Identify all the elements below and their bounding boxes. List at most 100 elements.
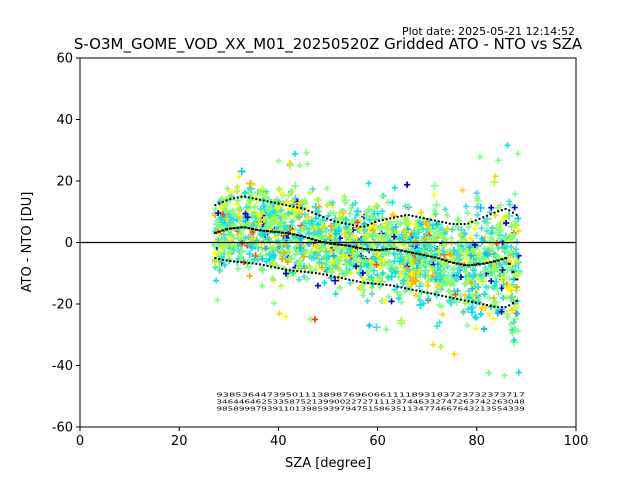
scatter-point xyxy=(385,293,392,300)
scatter-point xyxy=(451,272,460,281)
scatter-point xyxy=(223,202,230,209)
scatter-point xyxy=(506,265,513,272)
scatter-point xyxy=(307,189,314,196)
median-line-point xyxy=(314,239,318,242)
scatter-point xyxy=(283,270,290,277)
scatter-point xyxy=(213,277,220,284)
scatter-point xyxy=(506,201,513,208)
median-line-point xyxy=(459,263,463,266)
scatter-point xyxy=(398,231,405,238)
scatter-point xyxy=(301,197,308,204)
upper-band-line-point xyxy=(515,213,518,216)
median-line-point xyxy=(422,254,426,257)
lower-band-line-point xyxy=(378,283,381,286)
scatter-point xyxy=(228,242,235,249)
scatter-point xyxy=(408,271,415,278)
median-line-point xyxy=(251,227,255,230)
upper-band-line-point xyxy=(214,203,217,206)
scatter-point xyxy=(312,243,319,250)
lower-band-line-point xyxy=(218,257,221,260)
y-tick-label: -40 xyxy=(52,359,73,374)
lower-band-line-point xyxy=(381,283,384,286)
median-line-point xyxy=(500,258,504,261)
scatter-point xyxy=(301,263,308,270)
scatter-point xyxy=(318,242,327,251)
scatter-point xyxy=(258,210,265,217)
scatter-point xyxy=(375,234,382,241)
scatter-point xyxy=(509,234,516,241)
scatter-point xyxy=(228,232,235,239)
lower-band-line-point xyxy=(326,274,329,277)
scatter-point xyxy=(323,255,330,262)
median-line-point xyxy=(388,247,392,250)
scatter-point xyxy=(430,265,437,272)
scatter-point xyxy=(242,218,249,225)
lower-band-line-point xyxy=(244,261,247,264)
scatter-point xyxy=(221,262,228,269)
median-line-point xyxy=(310,238,314,241)
upper-band-line-point xyxy=(359,225,362,228)
scatter-point xyxy=(371,210,378,217)
upper-band-line-point xyxy=(311,211,314,214)
scatter-point xyxy=(349,217,356,224)
scatter-point xyxy=(335,256,344,265)
scatter-point xyxy=(398,299,405,306)
scatter-point xyxy=(500,294,507,301)
median-line-point xyxy=(437,257,441,260)
scatter-point xyxy=(482,250,489,257)
scatter-point xyxy=(220,231,227,238)
scatter-point xyxy=(405,252,412,259)
scatter-point xyxy=(245,250,254,259)
scatter-point xyxy=(227,248,234,255)
lower-band-line-point xyxy=(288,269,291,272)
scatter-point xyxy=(469,293,476,300)
scatter-point xyxy=(289,188,296,195)
upper-band-line-point xyxy=(508,209,511,212)
scatter-point xyxy=(503,220,510,227)
scatter-point xyxy=(259,255,266,262)
y-tick-label: 20 xyxy=(56,175,73,190)
upper-band-line-point xyxy=(244,195,247,198)
scatter-point xyxy=(300,253,307,260)
scatter-point xyxy=(448,240,455,247)
scatter-point xyxy=(267,210,274,217)
scatter-point xyxy=(296,264,303,271)
scatter-point xyxy=(287,238,294,245)
scatter-point xyxy=(388,298,395,305)
scatter-point xyxy=(432,200,441,209)
scatter-point xyxy=(257,206,264,213)
scatter-point xyxy=(481,218,488,225)
scatter-point xyxy=(236,207,243,214)
scatter-point xyxy=(320,224,327,231)
median-line-point xyxy=(306,236,311,239)
scatter-point xyxy=(433,269,440,276)
scatter-point xyxy=(379,193,386,200)
lower-band-line-point xyxy=(415,289,418,292)
x-tick-label: 60 xyxy=(369,434,386,449)
median-line-point xyxy=(332,243,337,246)
scatter-point xyxy=(373,261,380,268)
scatter-point xyxy=(425,242,432,249)
scatter-point xyxy=(332,263,339,270)
scatter-point xyxy=(264,221,271,228)
scatter-point xyxy=(254,219,263,228)
scatter-point xyxy=(381,298,388,305)
upper-band-line-point xyxy=(482,216,485,219)
lower-band-line-point xyxy=(389,284,392,287)
scatter-point xyxy=(512,190,519,197)
scatter-point xyxy=(423,219,430,226)
scatter-point xyxy=(514,268,523,277)
median-line-point xyxy=(373,248,377,251)
scatter-point xyxy=(425,234,432,241)
scatter-point xyxy=(308,255,315,262)
median-line-point xyxy=(492,260,497,263)
scatter-point xyxy=(447,251,454,258)
scatter-point xyxy=(279,190,286,197)
scatter-point xyxy=(476,203,485,212)
scatter-point xyxy=(346,227,353,234)
lower-band-line-point xyxy=(225,259,228,262)
scatter-point xyxy=(504,212,511,219)
scatter-point xyxy=(511,231,518,238)
lower-band-line-point xyxy=(404,287,407,290)
scatter-point xyxy=(488,278,495,285)
